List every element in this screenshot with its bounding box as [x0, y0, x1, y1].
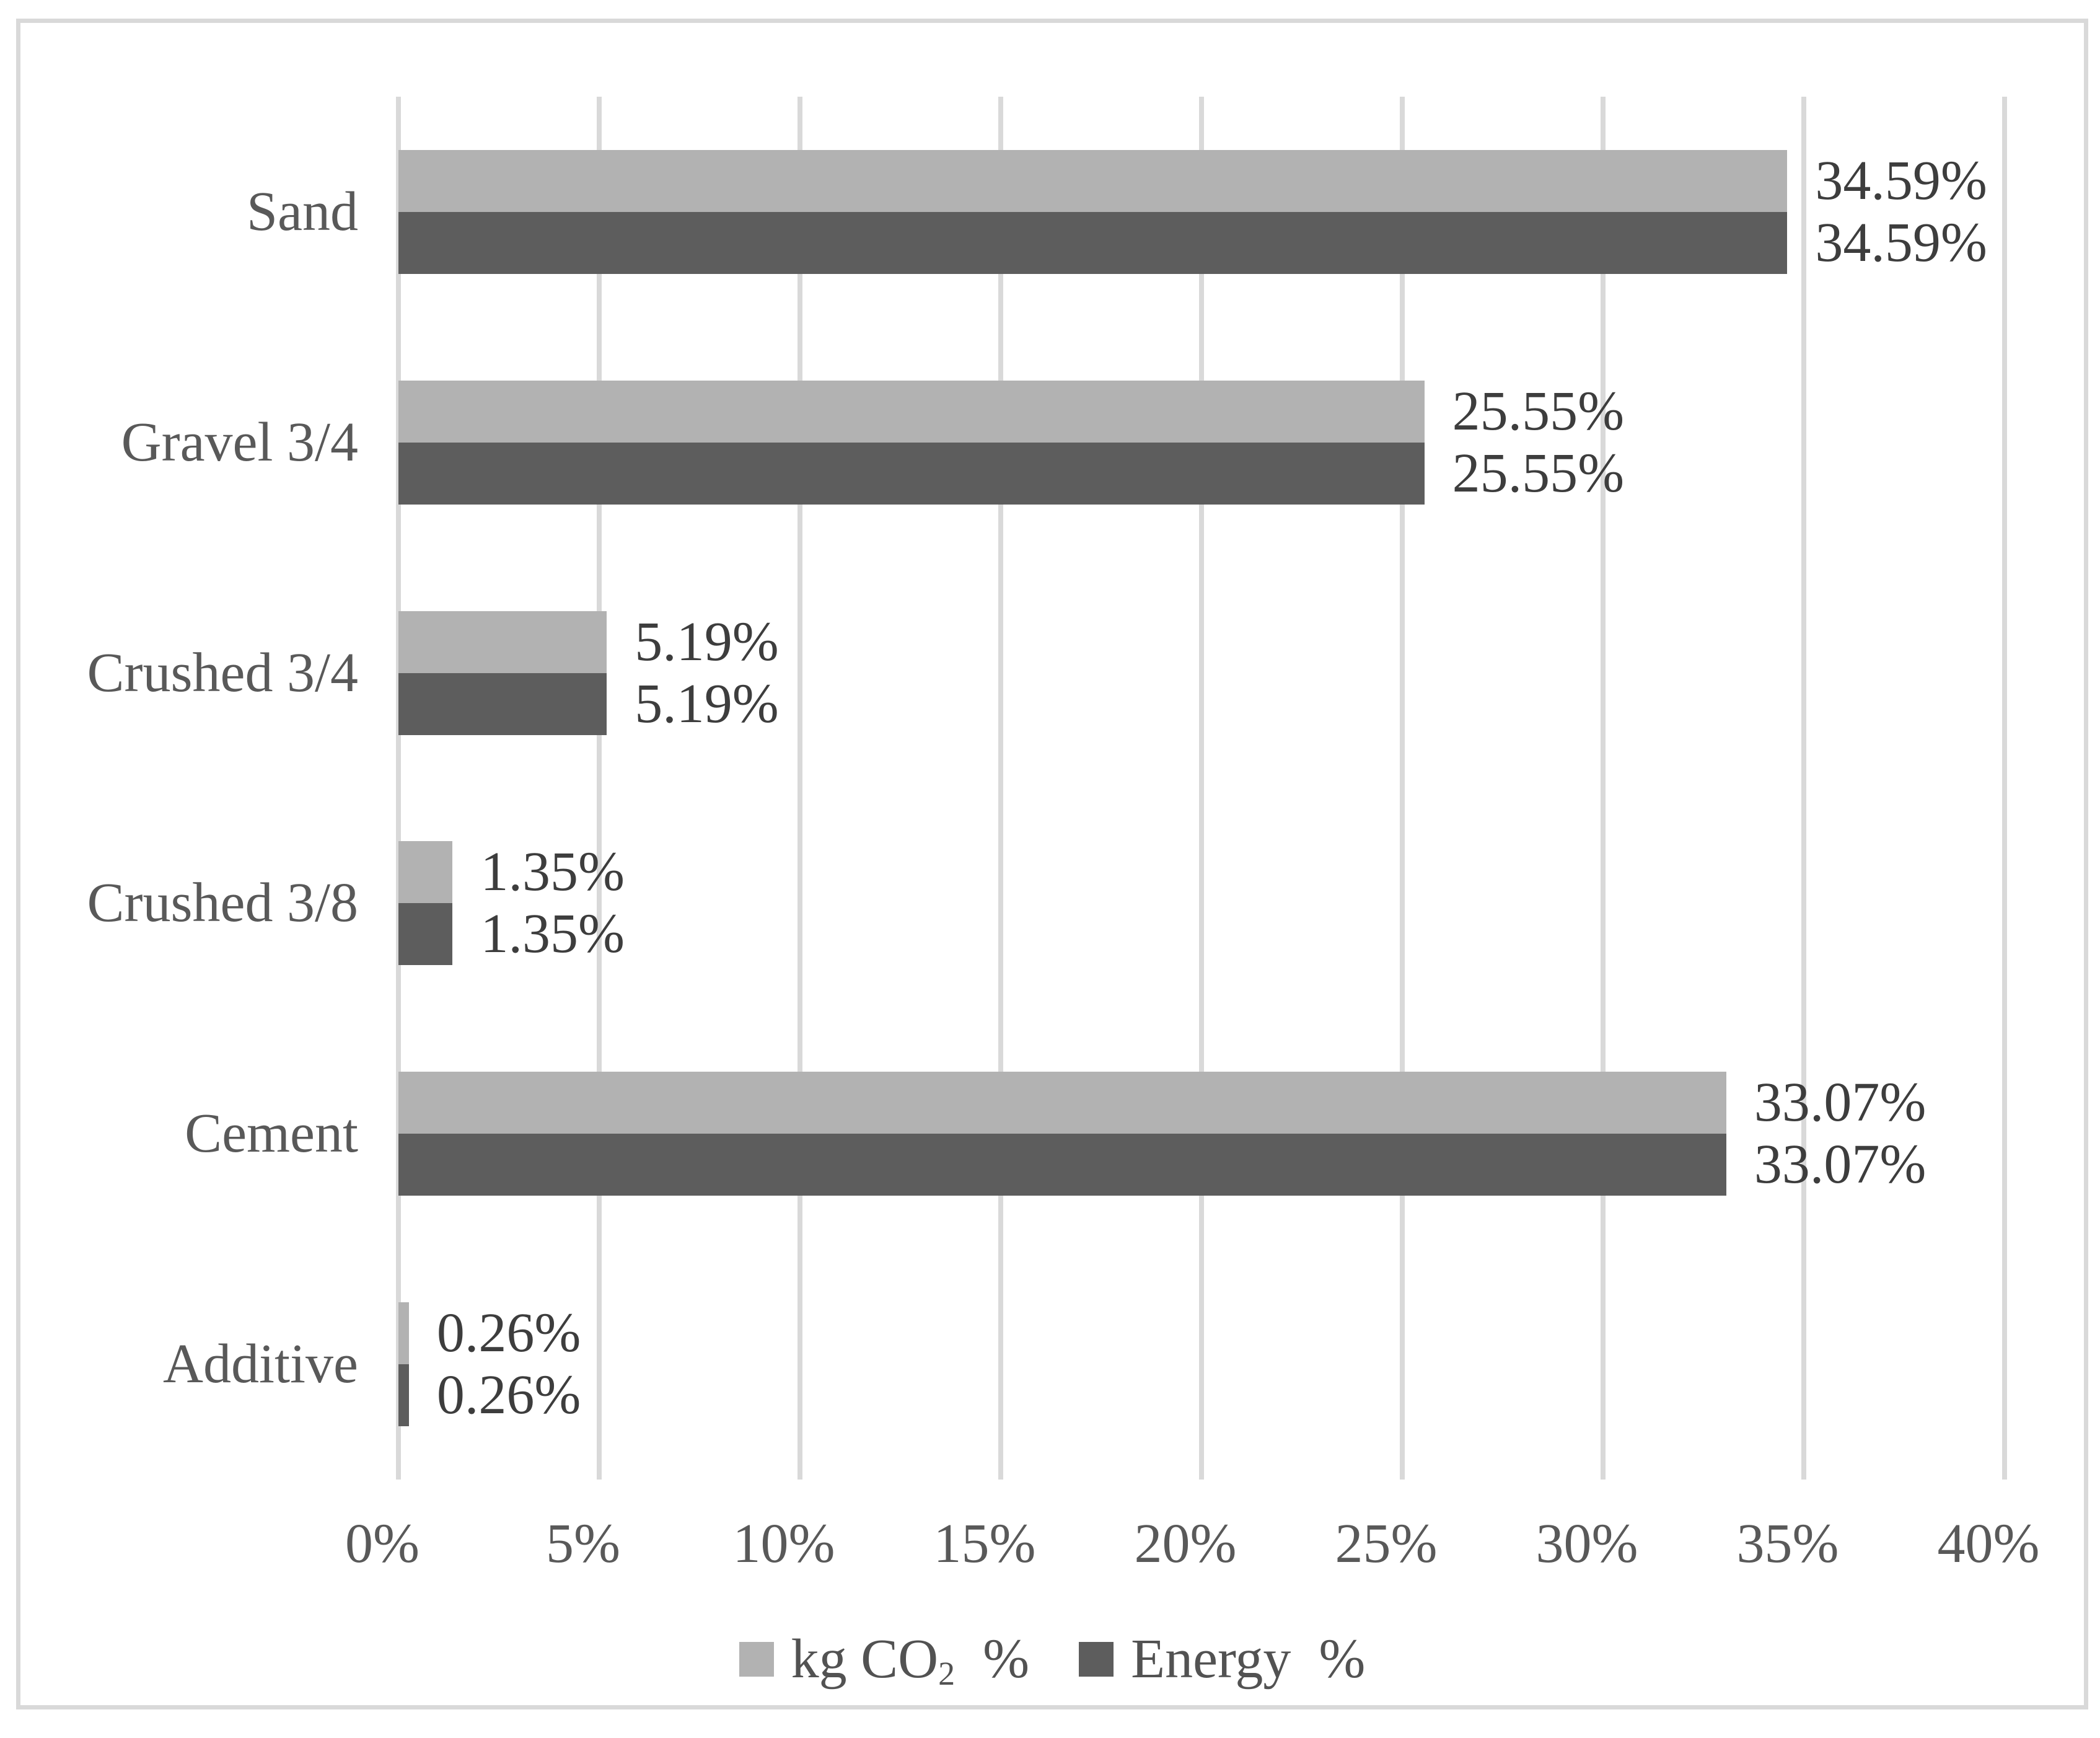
gridline [396, 97, 401, 1480]
legend-kgco2-prefix: kg CO [791, 1628, 939, 1690]
category-label-additive: Additive [163, 1333, 358, 1395]
legend-item-energy: Energy % [1079, 1627, 1365, 1691]
value-label-series0-additive: 0.26% [436, 1302, 581, 1364]
bar-series0-additive [398, 1302, 409, 1365]
bar-series1-cement [398, 1134, 1726, 1196]
value-label-series0-gravel-3-4: 25.55% [1452, 380, 1625, 442]
x-tick-label: 20% [1134, 1513, 1237, 1574]
value-label-series1-sand: 34.59% [1815, 211, 1987, 273]
legend-kgco2-suffix: % [955, 1628, 1030, 1690]
gridline [797, 97, 802, 1480]
bar-series1-gravel-3-4 [398, 442, 1425, 505]
value-label-series1-crushed-3-4: 5.19% [635, 673, 779, 734]
value-label-series0-cement: 33.07% [1754, 1072, 1926, 1134]
x-tick-label: 5% [546, 1513, 620, 1574]
gridline [1601, 97, 1606, 1480]
bar-series0-sand [398, 149, 1788, 212]
bar-series0-gravel-3-4 [398, 380, 1425, 443]
legend-kgco2-subscript: 2 [938, 1654, 956, 1692]
x-tick-label: 40% [1937, 1513, 2040, 1574]
bar-series1-sand [398, 211, 1788, 274]
value-label-series1-cement: 33.07% [1754, 1134, 1926, 1196]
value-label-series1-additive: 0.26% [436, 1364, 581, 1426]
value-label-series0-sand: 34.59% [1815, 149, 1987, 211]
x-tick-label: 25% [1335, 1513, 1438, 1574]
category-label-cement: Cement [185, 1103, 358, 1165]
legend: kg CO2 % Energy % [20, 1627, 2084, 1691]
gridline [1801, 97, 1806, 1480]
legend-swatch-energy-icon [1079, 1641, 1114, 1677]
category-label-crushed-3-4: Crushed 3/4 [87, 642, 358, 704]
bar-series0-crushed-3-8 [398, 841, 453, 904]
value-label-series0-crushed-3-8: 1.35% [480, 841, 625, 903]
gridline [597, 97, 602, 1480]
x-tick-label: 15% [933, 1513, 1036, 1574]
value-label-series1-gravel-3-4: 25.55% [1452, 442, 1625, 504]
gridline [1199, 97, 1204, 1480]
legend-swatch-kgco2-icon [739, 1641, 774, 1677]
chart-frame: 34.59% 34.59% 25.55% 25.55% 5.19% 5.19% 1.35% 1… [16, 19, 2088, 1709]
value-label-series1-crushed-3-8: 1.35% [480, 903, 625, 965]
gridline [1400, 97, 1405, 1480]
legend-energy-prefix: Energy [1131, 1628, 1291, 1690]
bar-series0-crushed-3-4 [398, 611, 607, 673]
legend-item-kgco2: kg CO2 % [739, 1627, 1030, 1691]
gridline [998, 97, 1003, 1480]
bar-series1-crushed-3-4 [398, 673, 607, 735]
value-label-series0-crushed-3-4: 5.19% [635, 611, 779, 673]
bar-series1-additive [398, 1364, 409, 1427]
legend-energy-suffix: % [1291, 1628, 1366, 1690]
x-tick-label: 30% [1535, 1513, 1638, 1574]
bar-series0-cement [398, 1072, 1726, 1134]
legend-label-energy: Energy % [1131, 1627, 1365, 1691]
x-tick-label: 10% [732, 1513, 835, 1574]
category-label-gravel-3-4: Gravel 3/4 [121, 411, 358, 473]
x-tick-label: 0% [345, 1513, 420, 1574]
category-label-sand: Sand [247, 180, 358, 242]
x-tick-label: 35% [1736, 1513, 1839, 1574]
legend-label-kgco2: kg CO2 % [791, 1627, 1030, 1691]
category-label-crushed-3-8: Crushed 3/8 [87, 872, 358, 934]
plot-area: 34.59% 34.59% 25.55% 25.55% 5.19% 5.19% 1.35% 1… [396, 97, 2007, 1480]
bar-series1-crushed-3-8 [398, 903, 453, 966]
gridline [2002, 97, 2007, 1480]
